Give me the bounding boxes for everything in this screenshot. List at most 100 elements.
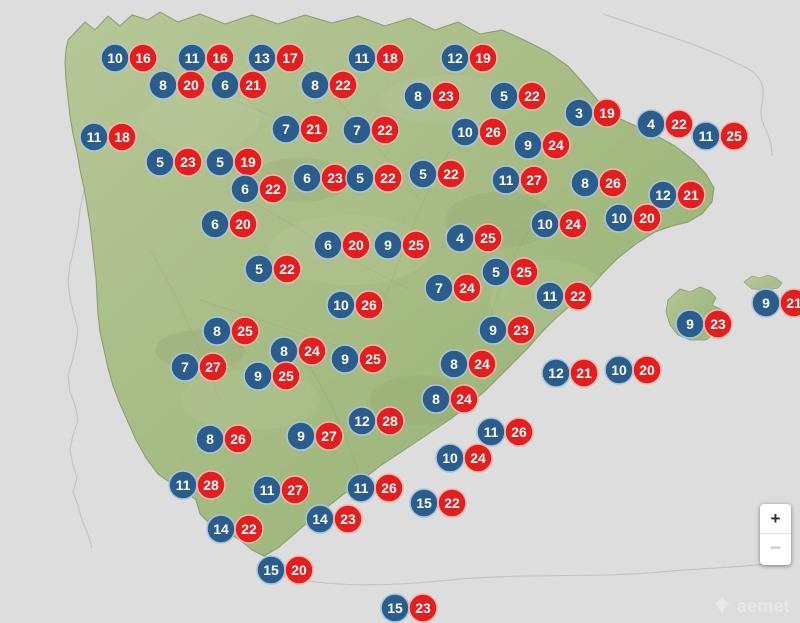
svg-text:11: 11 <box>260 482 275 498</box>
svg-text:5: 5 <box>156 154 164 170</box>
svg-text:24: 24 <box>474 356 490 372</box>
svg-text:20: 20 <box>291 562 307 578</box>
svg-text:5: 5 <box>255 261 263 277</box>
svg-text:25: 25 <box>278 368 294 384</box>
svg-text:19: 19 <box>475 50 491 66</box>
svg-text:16: 16 <box>135 50 151 66</box>
svg-text:7: 7 <box>282 121 290 137</box>
svg-text:26: 26 <box>381 480 397 496</box>
svg-text:25: 25 <box>365 351 381 367</box>
svg-text:5: 5 <box>492 264 500 280</box>
svg-text:5: 5 <box>356 170 364 186</box>
svg-text:26: 26 <box>230 431 246 447</box>
svg-text:8: 8 <box>280 343 288 359</box>
svg-text:26: 26 <box>361 297 377 313</box>
svg-text:27: 27 <box>287 482 303 498</box>
svg-text:23: 23 <box>180 154 196 170</box>
svg-text:22: 22 <box>265 181 281 197</box>
svg-text:19: 19 <box>240 154 256 170</box>
svg-text:10: 10 <box>611 210 627 226</box>
svg-text:28: 28 <box>382 413 398 429</box>
svg-text:11: 11 <box>484 424 499 440</box>
svg-text:11: 11 <box>543 288 558 304</box>
svg-text:22: 22 <box>671 116 687 132</box>
svg-text:11: 11 <box>355 50 370 66</box>
svg-text:22: 22 <box>570 288 586 304</box>
svg-text:14: 14 <box>213 521 229 537</box>
svg-text:23: 23 <box>438 88 454 104</box>
svg-text:10: 10 <box>333 297 349 313</box>
svg-text:4: 4 <box>456 230 464 246</box>
svg-text:7: 7 <box>353 122 361 138</box>
svg-text:8: 8 <box>414 88 422 104</box>
svg-text:11: 11 <box>176 477 191 493</box>
svg-text:22: 22 <box>279 261 295 277</box>
svg-text:7: 7 <box>435 280 443 296</box>
svg-text:26: 26 <box>511 424 527 440</box>
svg-text:25: 25 <box>726 128 742 144</box>
svg-text:24: 24 <box>459 280 475 296</box>
svg-text:10: 10 <box>442 450 458 466</box>
svg-text:20: 20 <box>348 237 364 253</box>
svg-text:10: 10 <box>611 362 627 378</box>
svg-text:9: 9 <box>686 316 694 332</box>
svg-text:15: 15 <box>387 600 403 616</box>
svg-text:16: 16 <box>212 50 228 66</box>
svg-text:8: 8 <box>581 175 589 191</box>
svg-text:19: 19 <box>599 105 615 121</box>
svg-text:6: 6 <box>303 170 311 186</box>
svg-text:11: 11 <box>354 480 369 496</box>
svg-text:12: 12 <box>354 413 370 429</box>
svg-text:20: 20 <box>639 362 655 378</box>
svg-text:22: 22 <box>377 122 393 138</box>
svg-text:20: 20 <box>183 77 199 93</box>
svg-text:20: 20 <box>639 210 655 226</box>
svg-text:23: 23 <box>340 511 356 527</box>
svg-text:23: 23 <box>710 316 726 332</box>
svg-text:26: 26 <box>485 124 501 140</box>
svg-text:21: 21 <box>306 121 322 137</box>
svg-text:8: 8 <box>450 356 458 372</box>
svg-text:9: 9 <box>254 368 262 384</box>
svg-text:22: 22 <box>380 170 396 186</box>
svg-text:12: 12 <box>447 50 463 66</box>
svg-text:25: 25 <box>516 264 532 280</box>
svg-text:10: 10 <box>107 50 123 66</box>
svg-text:6: 6 <box>324 237 332 253</box>
svg-text:14: 14 <box>312 511 328 527</box>
svg-text:24: 24 <box>548 137 564 153</box>
svg-text:22: 22 <box>443 166 459 182</box>
svg-text:25: 25 <box>480 230 496 246</box>
svg-text:27: 27 <box>321 428 337 444</box>
svg-text:23: 23 <box>415 600 431 616</box>
svg-text:18: 18 <box>382 50 398 66</box>
svg-text:8: 8 <box>206 431 214 447</box>
svg-text:15: 15 <box>416 495 432 511</box>
svg-text:13: 13 <box>254 50 270 66</box>
svg-text:5: 5 <box>500 88 508 104</box>
svg-text:28: 28 <box>203 477 219 493</box>
svg-text:12: 12 <box>548 365 564 381</box>
svg-text:8: 8 <box>213 323 221 339</box>
svg-text:20: 20 <box>235 216 251 232</box>
svg-text:11: 11 <box>499 172 514 188</box>
svg-text:22: 22 <box>241 521 257 537</box>
svg-text:11: 11 <box>185 50 200 66</box>
svg-text:9: 9 <box>341 351 349 367</box>
svg-text:9: 9 <box>524 137 532 153</box>
svg-text:3: 3 <box>575 105 583 121</box>
svg-text:11: 11 <box>699 128 714 144</box>
svg-text:24: 24 <box>565 216 581 232</box>
svg-text:21: 21 <box>786 295 800 311</box>
svg-text:15: 15 <box>263 562 279 578</box>
svg-text:21: 21 <box>245 77 261 93</box>
svg-text:23: 23 <box>513 322 529 338</box>
svg-text:21: 21 <box>683 187 699 203</box>
svg-text:9: 9 <box>762 295 770 311</box>
svg-text:7: 7 <box>181 359 189 375</box>
svg-text:23: 23 <box>327 170 343 186</box>
svg-text:6: 6 <box>241 181 249 197</box>
svg-text:24: 24 <box>456 391 472 407</box>
svg-text:5: 5 <box>216 154 224 170</box>
svg-text:9: 9 <box>489 322 497 338</box>
